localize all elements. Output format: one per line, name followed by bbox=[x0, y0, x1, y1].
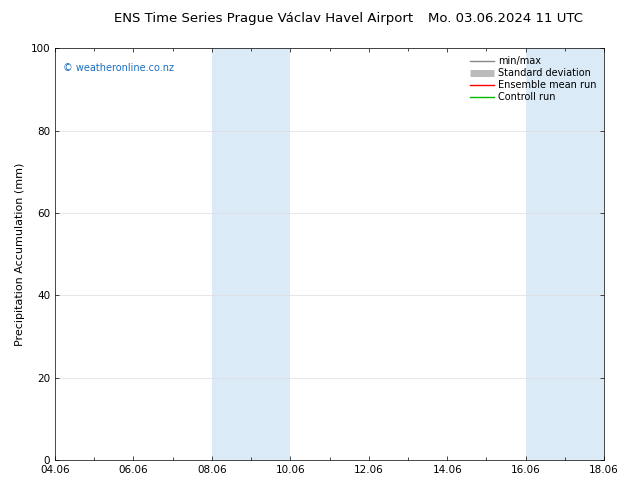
Text: Mo. 03.06.2024 11 UTC: Mo. 03.06.2024 11 UTC bbox=[428, 12, 583, 25]
Text: ENS Time Series Prague Václav Havel Airport: ENS Time Series Prague Václav Havel Airp… bbox=[114, 12, 413, 25]
Bar bbox=[212, 49, 290, 460]
Bar bbox=[526, 49, 604, 460]
Text: © weatheronline.co.nz: © weatheronline.co.nz bbox=[63, 63, 174, 73]
Y-axis label: Precipitation Accumulation (mm): Precipitation Accumulation (mm) bbox=[15, 163, 25, 346]
Legend: min/max, Standard deviation, Ensemble mean run, Controll run: min/max, Standard deviation, Ensemble me… bbox=[467, 53, 599, 105]
